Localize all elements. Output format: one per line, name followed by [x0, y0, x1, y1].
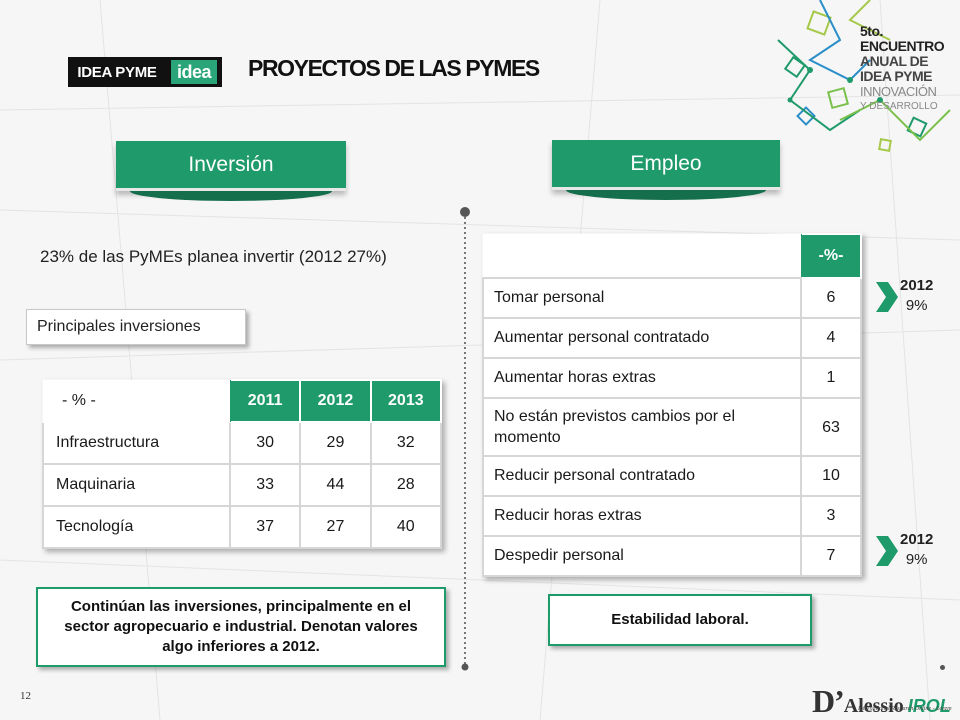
- table-header-row: - % - 2011 2012 2013: [43, 379, 443, 423]
- cell-value: 3: [800, 495, 862, 537]
- callout-text: 2012 9%: [900, 276, 933, 316]
- row-label: Tecnología: [42, 505, 231, 549]
- table-row: Reducir horas extras 3: [482, 495, 862, 537]
- brand-subtitle: International Research Online - Lorem: [858, 706, 952, 712]
- logo-text-right: idea: [170, 60, 218, 84]
- row-label: Maquinaria: [42, 463, 231, 507]
- empleo-banner-shadow: [566, 190, 766, 200]
- page-title: PROYECTOS DE LAS PYMES: [248, 55, 540, 81]
- table-row: Maquinaria 33 44 28: [42, 463, 443, 507]
- vertical-divider: [460, 207, 470, 671]
- table-row: Aumentar horas extras 1: [482, 357, 862, 399]
- inversion-banner-label: Inversión: [116, 141, 346, 191]
- cell-value: 29: [299, 421, 372, 465]
- brand-d: D’: [812, 683, 845, 719]
- cell-value: 27: [299, 505, 372, 549]
- logo-right-box: idea: [166, 57, 222, 87]
- cell-value: 7: [800, 535, 862, 577]
- employment-note: Estabilidad laboral.: [548, 594, 812, 646]
- event-line3: ANUAL DE: [860, 53, 929, 69]
- event-line1: 5to.: [860, 23, 883, 39]
- logo-text-left: IDEA PYME: [68, 57, 166, 87]
- event-line5: INNOVACIÓN: [860, 84, 937, 99]
- cell-value: 4: [800, 317, 862, 359]
- investment-intro: 23% de las PyMEs planea invertir (2012 2…: [40, 247, 387, 266]
- empleo-banner: Empleo: [552, 140, 780, 200]
- cell-value: 63: [800, 397, 862, 457]
- chevron-right-icon: [876, 536, 898, 566]
- inversion-banner: Inversión: [116, 141, 346, 201]
- investment-table: - % - 2011 2012 2013 Infraestructura 30 …: [42, 379, 443, 549]
- cell-value: 30: [228, 421, 302, 465]
- callout-hire: 2012 9%: [876, 276, 933, 316]
- event-line2: ENCUENTRO: [860, 38, 945, 54]
- decorative-dot: [940, 665, 945, 670]
- page-number: 12: [20, 690, 31, 702]
- row-label: No están previstos cambios por el moment…: [482, 397, 802, 457]
- row-label: Aumentar horas extras: [482, 357, 802, 399]
- cell-value: 32: [369, 421, 443, 465]
- row-label: Despedir personal: [482, 535, 802, 577]
- cell-value: 10: [800, 455, 862, 497]
- year-header: 2011: [228, 379, 302, 423]
- table-row: Tomar personal 6: [482, 277, 862, 319]
- cell-value: 1: [800, 357, 862, 399]
- table-corner: - % -: [43, 380, 230, 422]
- cell-value: 40: [369, 505, 443, 549]
- dalessio-logo: D’ Alessio IROL: [812, 683, 951, 720]
- cell-value: 28: [369, 463, 443, 507]
- table-header-row: -%-: [483, 233, 862, 279]
- table-row: Infraestructura 30 29 32: [42, 421, 443, 465]
- callout-value: 9%: [905, 297, 928, 314]
- row-label: Reducir personal contratado: [482, 455, 802, 497]
- chevron-right-icon: [876, 282, 898, 312]
- table-row: Aumentar personal contratado 4: [482, 317, 862, 359]
- row-label: Tomar personal: [482, 277, 802, 319]
- table-row: Reducir personal contratado 10: [482, 455, 862, 497]
- event-line6: Y DESARROLLO: [860, 101, 938, 112]
- row-label: Reducir horas extras: [482, 495, 802, 537]
- callout-value: 9%: [905, 551, 928, 568]
- row-label: Infraestructura: [42, 421, 231, 465]
- cell-value: 33: [228, 463, 302, 507]
- brand-name: Alessio: [843, 695, 904, 717]
- callout-text: 2012 9%: [900, 530, 933, 570]
- table-row: Despedir personal 7: [482, 535, 862, 577]
- cell-value: 6: [800, 277, 862, 319]
- table-row: No están previstos cambios por el moment…: [482, 397, 862, 457]
- percent-header: -%-: [800, 233, 862, 279]
- callout-fire: 2012 9%: [876, 530, 933, 570]
- investment-note: Continúan las inversiones, principalment…: [36, 587, 446, 667]
- event-title: 5to. ENCUENTRO ANUAL DE IDEA PYME INNOVA…: [860, 23, 945, 114]
- callout-year: 2012: [900, 277, 934, 294]
- table-corner: [483, 234, 801, 279]
- callout-year: 2012: [900, 531, 934, 548]
- event-logo-graphic: [777, 0, 951, 152]
- year-header: 2012: [299, 379, 372, 423]
- empleo-banner-label: Empleo: [552, 140, 780, 190]
- brand-irol: IROL: [907, 696, 951, 716]
- year-header: 2013: [369, 379, 443, 423]
- event-line4: IDEA PYME: [860, 68, 933, 84]
- table-row: Tecnología 37 27 40: [42, 505, 443, 549]
- inversion-banner-shadow: [130, 191, 332, 201]
- row-label: Aumentar personal contratado: [482, 317, 802, 359]
- idea-pyme-logo: IDEA PYME idea: [68, 57, 222, 87]
- principal-investments-label: Principales inversiones: [26, 309, 246, 345]
- cell-value: 44: [299, 463, 372, 507]
- employment-table: -%- Tomar personal 6 Aumentar personal c…: [482, 233, 862, 577]
- cell-value: 37: [228, 505, 302, 549]
